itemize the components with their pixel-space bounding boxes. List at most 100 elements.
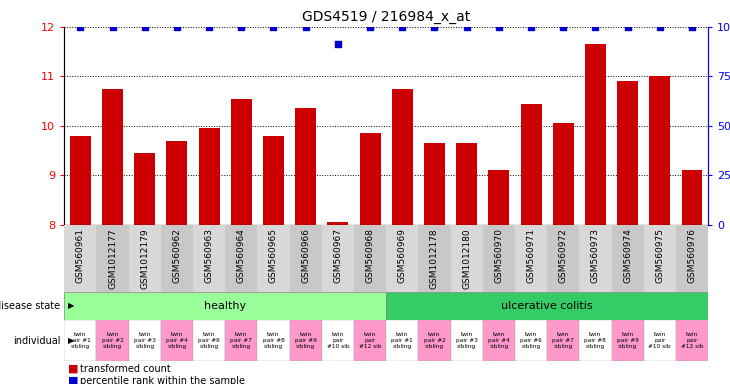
Bar <box>128 225 161 292</box>
Text: GSM1012177: GSM1012177 <box>108 228 117 289</box>
Text: GDS4519 / 216984_x_at: GDS4519 / 216984_x_at <box>302 10 470 23</box>
Bar <box>392 89 412 225</box>
Bar <box>64 225 96 292</box>
Text: twin
pair #3
sibling: twin pair #3 sibling <box>456 332 477 349</box>
Text: individual: individual <box>13 336 61 346</box>
Bar <box>70 136 91 225</box>
Text: ▶: ▶ <box>68 301 74 310</box>
Bar <box>580 320 612 361</box>
Bar <box>322 225 354 292</box>
Point <box>461 24 472 30</box>
Text: GSM560973: GSM560973 <box>591 228 600 283</box>
Text: ulcerative colitis: ulcerative colitis <box>502 301 593 311</box>
Bar <box>64 320 96 361</box>
Point <box>203 24 215 30</box>
Bar <box>418 320 450 361</box>
Point <box>236 24 247 30</box>
Bar <box>226 320 258 361</box>
Text: GSM1012180: GSM1012180 <box>462 228 471 289</box>
Point <box>139 24 150 30</box>
Text: twin
pair #8
sibling: twin pair #8 sibling <box>263 332 285 349</box>
Text: twin
pair #8
sibling: twin pair #8 sibling <box>585 332 607 349</box>
Bar <box>644 320 676 361</box>
Text: GSM560961: GSM560961 <box>76 228 85 283</box>
Text: GSM560965: GSM560965 <box>269 228 278 283</box>
Point <box>171 24 182 30</box>
Bar <box>354 320 386 361</box>
Text: twin
pair #9
sibling: twin pair #9 sibling <box>295 332 317 349</box>
Point <box>558 24 569 30</box>
Text: GSM560968: GSM560968 <box>366 228 374 283</box>
Bar <box>386 225 418 292</box>
Text: twin
pair #7
sibling: twin pair #7 sibling <box>231 332 253 349</box>
Bar <box>96 225 128 292</box>
Bar <box>322 320 354 361</box>
Text: twin
pair #1
sibling: twin pair #1 sibling <box>69 332 91 349</box>
Bar <box>548 225 580 292</box>
Bar <box>418 225 450 292</box>
Text: twin
pair
#12 sib: twin pair #12 sib <box>680 332 703 349</box>
Bar <box>585 44 606 225</box>
Bar <box>193 320 225 361</box>
Point <box>332 41 344 47</box>
Bar <box>386 292 708 320</box>
Text: GSM560969: GSM560969 <box>398 228 407 283</box>
Bar <box>128 320 161 361</box>
Bar <box>617 81 638 225</box>
Bar <box>386 320 418 361</box>
Bar <box>328 222 348 225</box>
Text: twin
pair
#10 sib: twin pair #10 sib <box>648 332 671 349</box>
Point <box>590 24 602 30</box>
Bar <box>553 123 574 225</box>
Bar <box>290 320 322 361</box>
Point <box>268 24 280 30</box>
Text: healthy: healthy <box>204 301 246 311</box>
Bar <box>682 170 702 225</box>
Bar <box>450 320 483 361</box>
Text: percentile rank within the sample: percentile rank within the sample <box>80 376 245 384</box>
Bar <box>483 320 515 361</box>
Bar <box>161 225 193 292</box>
Text: GSM560976: GSM560976 <box>688 228 696 283</box>
Bar <box>231 99 252 225</box>
Text: ▶: ▶ <box>68 336 74 345</box>
Text: GSM560974: GSM560974 <box>623 228 632 283</box>
Text: ■: ■ <box>68 364 78 374</box>
Bar <box>676 320 708 361</box>
Text: GSM1012178: GSM1012178 <box>430 228 439 289</box>
Point <box>74 24 86 30</box>
Text: twin
pair #4
sibling: twin pair #4 sibling <box>166 332 188 349</box>
Text: GSM560964: GSM560964 <box>237 228 246 283</box>
Point <box>300 24 312 30</box>
Text: twin
pair #6
sibling: twin pair #6 sibling <box>520 332 542 349</box>
Bar <box>64 292 386 320</box>
Bar <box>354 225 386 292</box>
Text: GSM560966: GSM560966 <box>301 228 310 283</box>
Bar <box>612 225 644 292</box>
Text: GSM560972: GSM560972 <box>558 228 568 283</box>
Bar <box>295 108 316 225</box>
Bar <box>644 225 676 292</box>
Bar <box>263 136 284 225</box>
Point <box>493 24 504 30</box>
Point <box>622 24 634 30</box>
Bar <box>580 225 612 292</box>
Point <box>107 24 118 30</box>
Text: GSM560971: GSM560971 <box>526 228 536 283</box>
Point <box>525 24 537 30</box>
Text: twin
pair
#10 sib: twin pair #10 sib <box>326 332 349 349</box>
Text: GSM560962: GSM560962 <box>172 228 182 283</box>
Text: twin
pair #1
sibling: twin pair #1 sibling <box>391 332 413 349</box>
Text: GSM560963: GSM560963 <box>204 228 214 283</box>
Text: twin
pair
#12 sib: twin pair #12 sib <box>358 332 381 349</box>
Bar <box>456 143 477 225</box>
Bar <box>360 133 380 225</box>
Point <box>429 24 440 30</box>
Text: GSM1012179: GSM1012179 <box>140 228 149 289</box>
Text: twin
pair #3
sibling: twin pair #3 sibling <box>134 332 155 349</box>
Bar <box>258 320 290 361</box>
Text: twin
pair #9
sibling: twin pair #9 sibling <box>617 332 639 349</box>
Text: twin
pair #4
sibling: twin pair #4 sibling <box>488 332 510 349</box>
Bar <box>676 225 708 292</box>
Text: disease state: disease state <box>0 301 61 311</box>
